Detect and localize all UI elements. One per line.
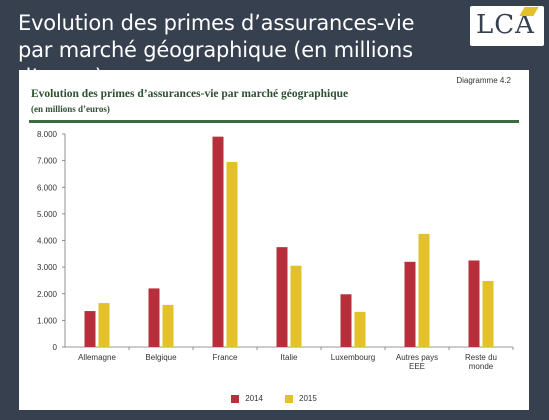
bar-2015-3 — [290, 265, 302, 347]
chart-panel: Diagramme 4.2 Evolution des primes d’ass… — [19, 70, 529, 410]
slide-title-line1: Evolution des primes d’assurances-vie — [18, 11, 415, 35]
slide-title-line2: par marché géographique (en millions d’e… — [18, 38, 413, 89]
legend: 2014 2015 — [19, 394, 529, 403]
legend-item-2014: 2014 — [231, 394, 263, 403]
x-tick-label: Belgique — [145, 353, 177, 362]
x-tick-label: Luxembourg — [331, 353, 375, 362]
bar-2014-5 — [404, 261, 416, 347]
legend-label-2015: 2015 — [299, 394, 317, 403]
x-tick-label: Allemagne — [78, 353, 116, 362]
bar-chart: 0 1.000 2.000 3.000 4.000 5.000 6.000 7.000 8.00… — [37, 130, 514, 371]
x-tick-label: Autres pays — [396, 353, 438, 362]
x-tick-label: EEE — [409, 362, 425, 371]
bar-2014-3 — [276, 247, 288, 347]
legend-item-2015: 2015 — [285, 394, 317, 403]
bar-2015-5 — [418, 233, 430, 347]
x-tick-label: Italie — [281, 353, 298, 362]
lca-logo: LCA — [470, 6, 544, 46]
chart-title: Evolution des primes d’assurances-vie pa… — [31, 88, 349, 100]
slide-title: Evolution des primes d’assurances-vie pa… — [18, 10, 438, 91]
x-tick-label: Reste du — [465, 353, 497, 362]
chart-subtitle: (en millions d’euros) — [31, 104, 110, 114]
x-tick-label: monde — [469, 362, 494, 371]
legend-swatch-2014 — [231, 394, 240, 403]
y-tick-label: 5.000 — [37, 210, 58, 219]
figure-label: Diagramme 4.2 — [456, 76, 511, 85]
legend-label-2014: 2014 — [245, 394, 263, 403]
y-tick-label: 3.000 — [37, 263, 58, 272]
bar-2015-2 — [226, 161, 238, 347]
title-rule — [29, 120, 519, 123]
bar-2014-2 — [212, 136, 224, 347]
y-tick-label: 1.000 — [37, 316, 58, 325]
y-tick-label: 8.000 — [37, 130, 58, 139]
y-tick-label: 2.000 — [37, 290, 58, 299]
legend-swatch-2015 — [285, 394, 293, 403]
bar-2015-6 — [482, 280, 494, 347]
bar-2014-0 — [84, 311, 96, 347]
y-tick-label: 4.000 — [37, 237, 58, 246]
bar-2014-4 — [340, 294, 352, 347]
y-tick-label: 0 — [53, 343, 58, 352]
y-tick-label: 6.000 — [37, 183, 58, 192]
bar-2014-1 — [148, 288, 160, 347]
logo-accent-mark — [519, 7, 539, 16]
bar-2015-1 — [162, 304, 174, 347]
bar-2015-4 — [354, 311, 366, 347]
bar-2014-6 — [468, 260, 480, 347]
y-tick-label: 7.000 — [37, 157, 58, 166]
bar-2015-0 — [98, 303, 110, 347]
x-tick-label: France — [213, 353, 238, 362]
